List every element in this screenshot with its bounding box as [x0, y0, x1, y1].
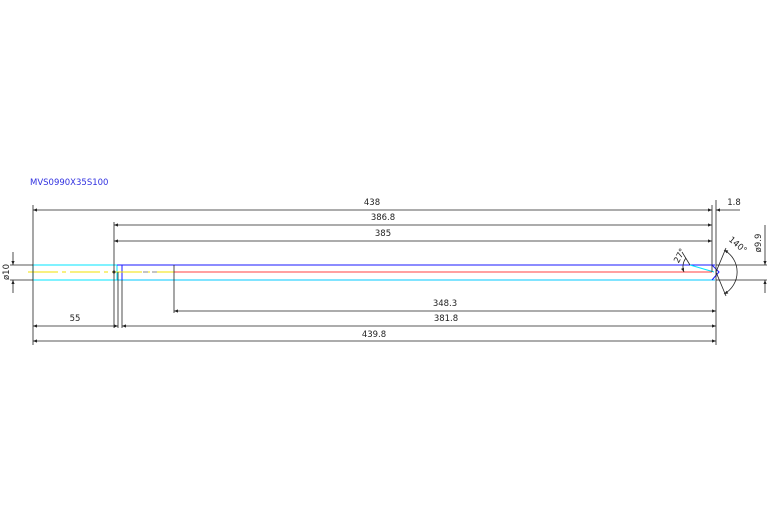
dim-label-386-8: 386.8	[371, 213, 395, 223]
dim-label-381-8: 381.8	[434, 314, 458, 324]
dim-label-dia10: ø10	[2, 264, 12, 280]
tip-chamfer	[689, 264, 715, 273]
dim-label-55: 55	[70, 314, 81, 324]
dim-27-arc	[681, 257, 687, 273]
dim-label-348-3: 348.3	[433, 299, 457, 309]
dimension-lines	[11, 208, 767, 343]
dim-label-1-8: 1.8	[727, 198, 741, 208]
dim-label-27: 27°	[672, 247, 688, 265]
dim-label-140: 140°	[726, 235, 748, 256]
dim-140-arc	[723, 249, 738, 295]
part-geometry	[28, 264, 720, 281]
part-number-label: MVS0990X35S100	[30, 178, 108, 188]
dim-label-439-8: 439.8	[362, 330, 386, 340]
dim-label-438: 438	[364, 198, 380, 208]
dim-label-385: 385	[375, 229, 391, 239]
point-tip	[711, 264, 720, 281]
dim-label-dia9-9: ø9.9	[754, 234, 764, 253]
